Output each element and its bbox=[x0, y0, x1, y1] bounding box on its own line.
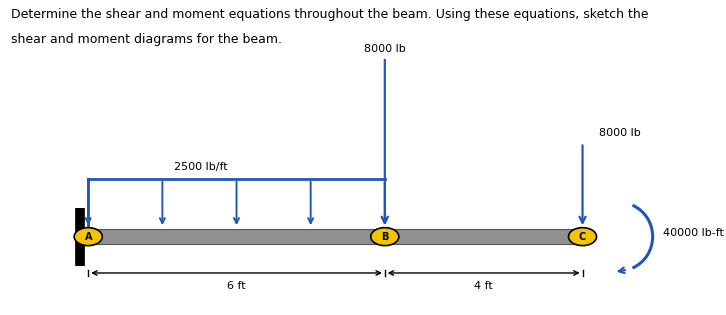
Text: 8000 lb: 8000 lb bbox=[364, 43, 406, 54]
Text: A: A bbox=[84, 232, 92, 242]
Text: 6 ft: 6 ft bbox=[227, 281, 246, 291]
Text: 2500 lb/ft: 2500 lb/ft bbox=[174, 163, 228, 173]
Circle shape bbox=[74, 228, 102, 246]
Bar bbox=[89, 229, 582, 244]
Text: B: B bbox=[381, 232, 388, 242]
Text: shear and moment diagrams for the beam.: shear and moment diagrams for the beam. bbox=[11, 33, 282, 46]
Text: 4 ft: 4 ft bbox=[474, 281, 493, 291]
Circle shape bbox=[371, 228, 399, 246]
Circle shape bbox=[568, 228, 597, 246]
Text: 40000 lb-ft: 40000 lb-ft bbox=[663, 228, 724, 238]
Text: C: C bbox=[579, 232, 586, 242]
Text: Determine the shear and moment equations throughout the beam. Using these equati: Determine the shear and moment equations… bbox=[11, 8, 648, 21]
Text: 8000 lb: 8000 lb bbox=[599, 128, 641, 138]
